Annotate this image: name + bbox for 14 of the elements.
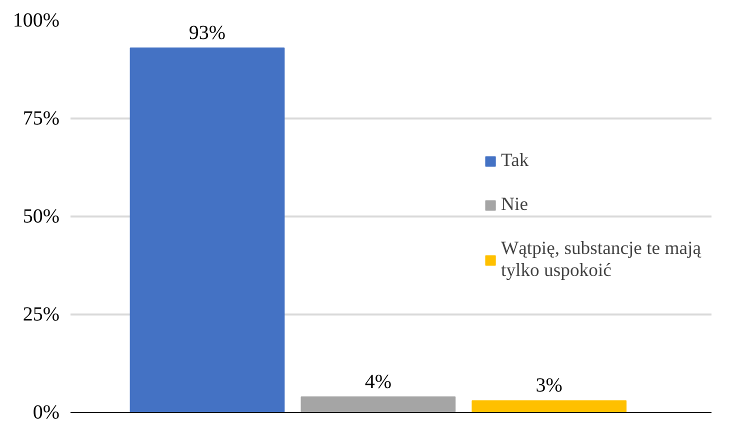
y-tick-label: 75%: [22, 108, 60, 130]
legend-label: Wątpię, substancje te mają tylko uspokoić: [501, 238, 701, 282]
bar: [300, 396, 456, 412]
y-tick-label: 25%: [22, 304, 60, 326]
data-label: 4%: [364, 370, 392, 393]
bar: [130, 47, 285, 412]
data-label: 93%: [188, 22, 226, 44]
legend-label: Tak: [501, 150, 529, 172]
legend-label: Nie: [501, 194, 528, 216]
data-label: 3%: [536, 374, 562, 397]
y-tick-label: 100%: [12, 10, 60, 32]
bar: [472, 400, 627, 412]
y-tick-label: 50%: [22, 206, 60, 228]
y-tick-label: 0%: [32, 402, 60, 424]
